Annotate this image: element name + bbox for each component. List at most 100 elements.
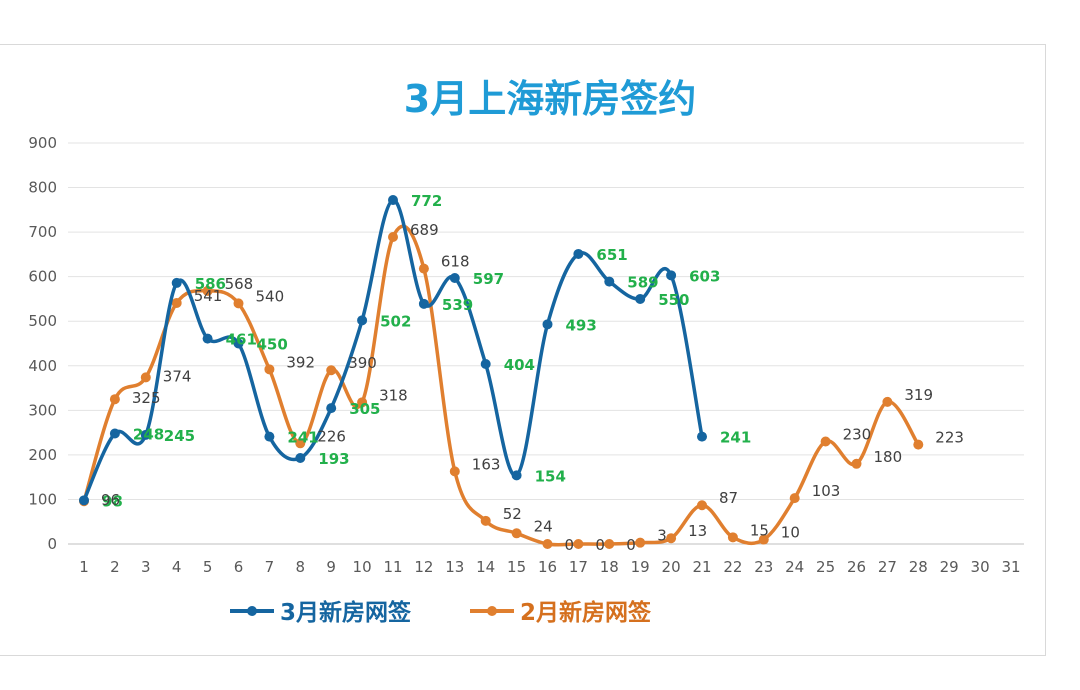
legend-item-march: 3月新房网签 [230, 599, 412, 626]
february-point [357, 397, 368, 408]
february-data-label: 568 [225, 275, 254, 293]
march-point [109, 428, 120, 439]
february-point [789, 493, 800, 504]
february-data-label: 0 [626, 536, 636, 554]
x-tick-label: 27 [878, 558, 897, 576]
x-tick-label: 4 [172, 558, 182, 576]
february-data-label: 392 [286, 353, 315, 371]
february-data-label: 52 [503, 505, 522, 523]
x-tick-label: 20 [662, 558, 681, 576]
y-tick-label: 600 [28, 268, 57, 286]
february-data-label: 10 [781, 524, 800, 542]
february-data-label: 541 [194, 287, 223, 305]
february-data-label: 103 [812, 482, 841, 500]
x-tick-label: 23 [754, 558, 773, 576]
february-point [573, 539, 584, 549]
x-tick-label: 16 [538, 558, 557, 576]
march-data-label: 305 [349, 400, 380, 418]
march-data-label: 404 [504, 356, 535, 374]
march-point [171, 277, 182, 288]
x-tick-label: 19 [631, 558, 650, 576]
y-axis: 0 100 200 300 400 500 600 700 800 900 [28, 134, 57, 553]
chart-title: 3月上海新房签约 [404, 77, 696, 121]
march-point [418, 298, 429, 309]
x-tick-label: 21 [692, 558, 711, 576]
february-data-label: 180 [874, 448, 903, 466]
x-tick-label: 9 [326, 558, 336, 576]
february-point [388, 232, 398, 243]
y-tick-label: 500 [28, 312, 57, 330]
february-point [820, 436, 831, 447]
x-tick-label: 24 [785, 558, 804, 576]
series-layer [79, 195, 924, 549]
march-data-label: 550 [658, 291, 689, 309]
february-point [202, 285, 213, 296]
february-point [758, 534, 769, 545]
x-tick-label: 1 [79, 558, 89, 576]
february-point [542, 539, 553, 549]
march-point [357, 315, 368, 326]
march-data-label: 589 [627, 274, 658, 292]
x-tick-label: 11 [383, 558, 402, 576]
march-point [666, 270, 677, 281]
march-data-label: 502 [380, 312, 411, 330]
y-tick-label: 900 [28, 134, 57, 152]
legend-march-marker [247, 606, 257, 616]
march-point [388, 195, 398, 206]
march-point [326, 403, 337, 414]
march-point [140, 429, 151, 440]
legend-item-february: 2月新房网签 [470, 599, 652, 626]
x-tick-label: 14 [476, 558, 495, 576]
february-point [418, 263, 429, 274]
x-tick-label: 26 [847, 558, 866, 576]
x-tick-label: 10 [353, 558, 372, 576]
march-data-label: 98 [102, 492, 123, 510]
y-tick-label: 700 [28, 223, 57, 241]
march-point [480, 358, 491, 369]
march-point [542, 319, 553, 330]
february-data-label: 319 [904, 386, 933, 404]
february-point [851, 458, 862, 469]
x-tick-label: 6 [234, 558, 244, 576]
february-point [326, 365, 337, 376]
series-march [79, 195, 707, 506]
february-data-label: 13 [688, 522, 707, 540]
x-tick-label: 3 [141, 558, 151, 576]
x-tick-label: 31 [1001, 558, 1020, 576]
x-tick-label: 25 [816, 558, 835, 576]
x-tick-label: 18 [600, 558, 619, 576]
legend: 3月新房网签 2月新房网签 [230, 599, 652, 626]
x-tick-label: 22 [723, 558, 742, 576]
grid [68, 142, 1024, 545]
y-tick-label: 400 [28, 357, 57, 375]
march-data-label: 539 [442, 296, 473, 314]
february-data-label: 3 [657, 527, 667, 545]
march-point [604, 276, 615, 287]
series-march-line [82, 198, 704, 503]
march-data-label: 461 [226, 331, 257, 349]
march-data-label: 248 [133, 426, 164, 444]
march-data-label: 154 [535, 467, 566, 485]
march-data-label: 493 [566, 316, 597, 334]
march-point [264, 431, 275, 442]
x-tick-label: 2 [110, 558, 120, 576]
march-data-label: 241 [287, 429, 318, 447]
february-point [109, 394, 120, 405]
february-data-label: 230 [843, 426, 872, 444]
february-data-label: 618 [441, 253, 470, 271]
x-tick-label: 5 [203, 558, 213, 576]
march-data-label: 450 [257, 336, 288, 354]
february-data-label: 0 [565, 536, 575, 554]
february-data-label: 318 [379, 386, 408, 404]
march-data-label: 241 [720, 429, 751, 447]
x-tick-label: 15 [507, 558, 526, 576]
february-point [666, 533, 677, 544]
february-data-label: 374 [163, 367, 192, 385]
february-point [511, 528, 522, 539]
y-tick-label: 300 [28, 401, 57, 419]
february-point [140, 372, 151, 383]
february-data-label: 689 [410, 221, 439, 239]
february-data-label: 390 [348, 354, 377, 372]
march-data-label: 193 [318, 450, 349, 468]
